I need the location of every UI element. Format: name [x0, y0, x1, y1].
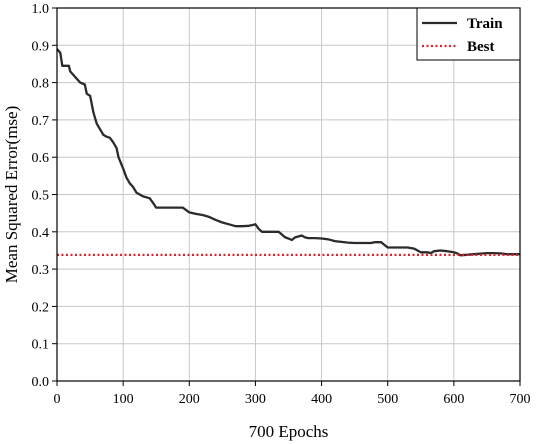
y-tick-label: 0.0 — [32, 375, 50, 390]
y-tick-label: 0.3 — [32, 263, 50, 278]
y-tick-label: 1.0 — [32, 2, 50, 17]
y-tick-label: 0.7 — [32, 114, 50, 129]
x-tick-label: 500 — [377, 392, 398, 407]
series-layer — [56, 48, 520, 257]
x-tick-label: 400 — [311, 392, 332, 407]
y-tick-label: 0.1 — [32, 338, 50, 353]
x-tick-label: 300 — [245, 392, 266, 407]
y-tick-label: 0.8 — [32, 77, 50, 92]
y-axis-label: Mean Squared Error(mse) — [2, 106, 21, 284]
legend-label-best: Best — [467, 39, 495, 55]
y-tick-label: 0.4 — [32, 226, 50, 241]
y-tick-label: 0.5 — [32, 189, 50, 204]
x-tick-label: 600 — [443, 392, 464, 407]
x-tick-label: 200 — [179, 392, 200, 407]
y-tick-label: 0.9 — [32, 39, 50, 54]
grid-lines — [57, 8, 520, 381]
legend: Train Best — [416, 7, 521, 61]
y-tick-label: 0.2 — [32, 300, 50, 315]
axis-ticks: 0 100 200 300 400 500 600 700 0.0 0.1 0.2 0.3 0.4 0.5… — [32, 2, 531, 407]
series-line-train — [56, 48, 520, 257]
x-tick-label: 0 — [54, 392, 61, 407]
x-axis-label: 700 Epochs — [249, 422, 329, 441]
legend-box — [416, 7, 521, 61]
legend-label-train: Train — [467, 16, 503, 32]
x-tick-label: 700 — [510, 392, 531, 407]
y-tick-label: 0.6 — [32, 151, 50, 166]
x-tick-label: 100 — [113, 392, 134, 407]
